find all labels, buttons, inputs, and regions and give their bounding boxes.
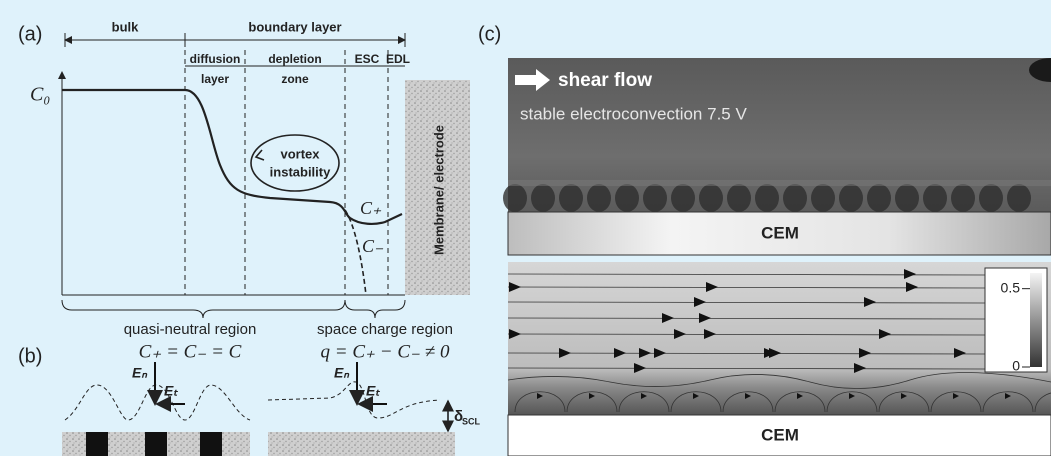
equation: C₊ = C₋ = C	[139, 341, 242, 362]
region-label: layer	[201, 72, 229, 86]
vortex-label: vortex	[280, 146, 320, 161]
region-label: space charge region	[317, 321, 453, 338]
field-label: Eₜ	[366, 383, 380, 399]
cell-band	[508, 180, 1051, 186]
cminus-label: C₋	[362, 236, 384, 256]
region-label: bulk	[112, 19, 139, 34]
cell	[643, 184, 667, 212]
cell	[727, 184, 751, 212]
equation: q = C₊ − C₋ ≠ 0	[321, 341, 450, 362]
cell	[1007, 184, 1031, 212]
region-label: depletion	[268, 52, 321, 66]
colorbar-tick-label: 0.5	[1001, 279, 1021, 295]
vortex-label: instability	[270, 164, 331, 179]
field-profile	[65, 385, 250, 420]
membrane-label: Membrane/ electrode	[431, 125, 446, 255]
brace	[345, 300, 405, 318]
cell	[867, 184, 891, 212]
field-label: Eₜ	[164, 383, 178, 399]
region-label: quasi-neutral region	[124, 321, 257, 338]
cell	[951, 184, 975, 212]
cell	[615, 184, 639, 212]
vortex	[251, 135, 339, 191]
substrate	[268, 432, 455, 456]
flow-label: shear flow	[558, 70, 652, 91]
cplus-label: C₊	[360, 198, 382, 218]
cell	[503, 184, 527, 212]
panel-label: (c)	[478, 23, 501, 45]
field-label: Eₙ	[334, 365, 350, 381]
cem-label: CEM	[761, 223, 799, 242]
page: (a) bulk boundary layer diffusion layer …	[0, 0, 1051, 456]
region-label: zone	[281, 72, 309, 86]
vortex-arrow	[256, 150, 264, 160]
cell	[531, 184, 555, 212]
cell	[783, 184, 807, 212]
cell	[559, 184, 583, 212]
cell	[587, 184, 611, 212]
electrode-block	[145, 432, 167, 456]
cell	[671, 184, 695, 212]
field-profile	[268, 382, 440, 418]
cell	[699, 184, 723, 212]
cell	[979, 184, 1003, 212]
delta-sub: SCL	[462, 416, 481, 426]
region-label: EDL	[386, 52, 410, 66]
cell	[811, 184, 835, 212]
cell	[839, 184, 863, 212]
field-label: Eₙ	[132, 365, 148, 381]
brace	[62, 300, 345, 318]
figure: (a) bulk boundary layer diffusion layer …	[0, 0, 1051, 456]
colorbar-tick-label: 0	[1012, 358, 1020, 374]
condition-label: stable electroconvection 7.5 V	[520, 104, 747, 123]
panel-label: (b)	[18, 345, 42, 367]
panel-label: (a)	[18, 23, 42, 45]
electrode-block	[86, 432, 108, 456]
cell	[755, 184, 779, 212]
c0-label: C₀	[30, 84, 50, 106]
concentration-curve	[62, 90, 402, 224]
region-label: diffusion	[190, 52, 241, 66]
cem-label: CEM	[761, 425, 799, 444]
region-label: boundary layer	[248, 19, 341, 34]
region-label: ESC	[355, 52, 380, 66]
cell	[923, 184, 947, 212]
cell	[895, 184, 919, 212]
colorbar	[1030, 273, 1042, 367]
electrode-block	[200, 432, 222, 456]
